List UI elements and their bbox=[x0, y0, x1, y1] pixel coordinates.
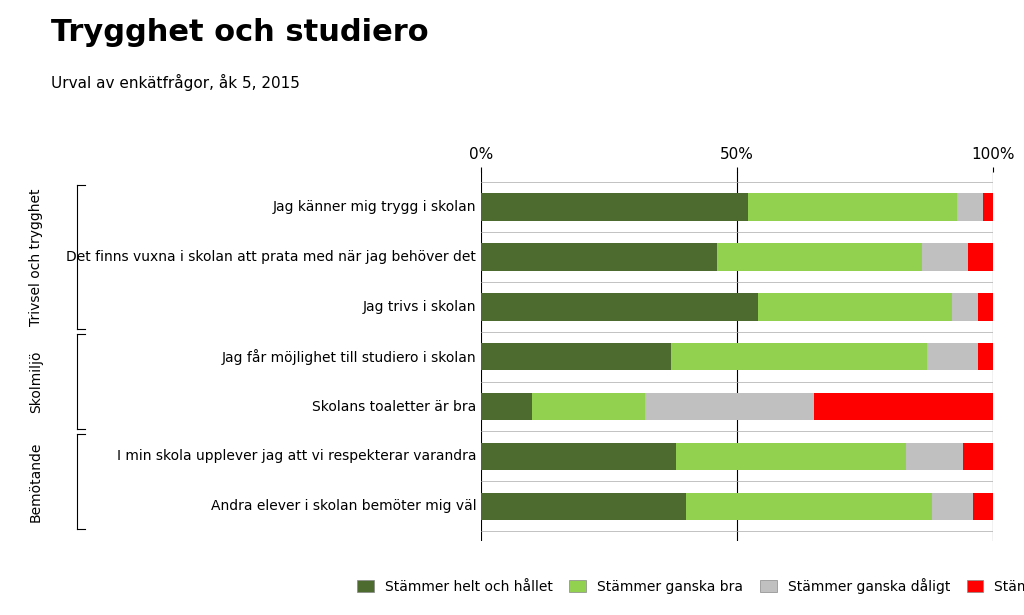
Bar bbox=[932, 493, 973, 520]
Bar bbox=[481, 293, 758, 320]
Text: Det finns vuxna i skolan att prata med när jag behöver det: Det finns vuxna i skolan att prata med n… bbox=[67, 250, 476, 264]
Text: Jag får möjlighet till studiero i skolan: Jag får möjlighet till studiero i skolan bbox=[221, 349, 476, 365]
Bar bbox=[983, 193, 993, 221]
Bar bbox=[952, 293, 978, 320]
Bar bbox=[758, 293, 952, 320]
Bar bbox=[645, 393, 814, 420]
Bar bbox=[686, 493, 932, 520]
Text: Jag känner mig trygg i skolan: Jag känner mig trygg i skolan bbox=[272, 200, 476, 214]
Bar bbox=[973, 493, 993, 520]
Bar bbox=[748, 193, 957, 221]
Legend: Stämmer helt och hållet, Stämmer ganska bra, Stämmer ganska dåligt, Stämmer inte: Stämmer helt och hållet, Stämmer ganska … bbox=[357, 577, 1024, 593]
Bar bbox=[671, 343, 927, 370]
Text: Jag trivs i skolan: Jag trivs i skolan bbox=[362, 300, 476, 314]
Bar bbox=[963, 443, 993, 470]
Bar bbox=[481, 343, 671, 370]
Bar bbox=[922, 244, 968, 271]
Bar bbox=[814, 393, 993, 420]
Bar bbox=[978, 293, 993, 320]
Bar bbox=[481, 244, 717, 271]
Text: Skolmiljö: Skolmiljö bbox=[29, 351, 43, 413]
Text: Andra elever i skolan bemöter mig väl: Andra elever i skolan bemöter mig väl bbox=[211, 499, 476, 514]
Text: Skolans toaletter är bra: Skolans toaletter är bra bbox=[312, 400, 476, 413]
Text: Trygghet och studiero: Trygghet och studiero bbox=[51, 18, 429, 47]
Text: Bemötande: Bemötande bbox=[29, 441, 43, 522]
Bar bbox=[676, 443, 906, 470]
Bar bbox=[978, 343, 993, 370]
Text: I min skola upplever jag att vi respekterar varandra: I min skola upplever jag att vi respekte… bbox=[117, 450, 476, 464]
Bar bbox=[927, 343, 978, 370]
Bar bbox=[481, 393, 532, 420]
Text: Trivsel och trygghet: Trivsel och trygghet bbox=[29, 188, 43, 326]
Bar bbox=[532, 393, 645, 420]
Bar bbox=[968, 244, 993, 271]
Bar bbox=[481, 443, 676, 470]
Bar bbox=[957, 193, 983, 221]
Bar bbox=[481, 493, 686, 520]
Bar bbox=[717, 244, 922, 271]
Bar bbox=[906, 443, 963, 470]
Text: Urval av enkätfrågor, åk 5, 2015: Urval av enkätfrågor, åk 5, 2015 bbox=[51, 74, 300, 91]
Bar bbox=[481, 193, 748, 221]
